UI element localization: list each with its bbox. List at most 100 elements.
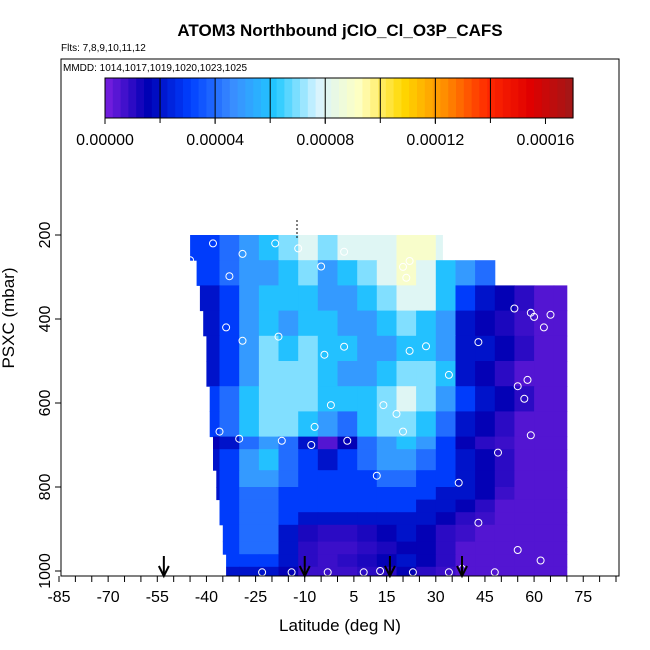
colorbar-segment	[120, 78, 129, 118]
heatmap-cell	[475, 436, 496, 450]
heatmap-cell	[278, 470, 299, 488]
colorbar-segment	[167, 78, 176, 118]
heatmap-cell	[396, 411, 417, 438]
heatmap-cell	[435, 411, 456, 438]
heatmap-cell	[239, 285, 260, 312]
heatmap-cell	[239, 335, 260, 362]
heatmap-cell	[376, 260, 397, 286]
heatmap-cell	[258, 335, 280, 362]
heatmap-cell	[206, 361, 220, 387]
heatmap-cell	[455, 386, 476, 412]
heatmap-cell	[278, 386, 299, 412]
colorbar-segment	[214, 78, 223, 118]
heatmap-cell	[514, 310, 535, 337]
heatmap-cell	[514, 436, 535, 450]
heatmap-cell	[357, 285, 378, 312]
heatmap-cell	[534, 411, 555, 438]
heatmap-cell	[357, 524, 378, 543]
heatmap-cell	[206, 335, 220, 362]
heatmap-cell	[534, 470, 555, 488]
heatmap-cell	[435, 436, 456, 450]
heatmap-cell	[298, 285, 319, 312]
heatmap-cell	[416, 487, 437, 501]
heatmap-cell	[239, 566, 260, 576]
heatmap-cell	[376, 310, 397, 337]
sample-point	[444, 240, 453, 249]
heatmap-cell	[494, 541, 515, 555]
heatmap-cell	[337, 524, 358, 543]
heatmap-cell	[239, 310, 260, 337]
heatmap-cell	[317, 512, 338, 526]
colorbar-segment	[346, 78, 356, 118]
heatmap-cell	[298, 541, 319, 555]
heatmap-cell	[435, 512, 456, 526]
x-axis-tick-label: 15	[378, 589, 396, 606]
heatmap-cell	[239, 487, 260, 501]
x-axis-tick-label: 75	[574, 589, 592, 606]
heatmap-cell	[278, 499, 299, 513]
sample-point	[320, 350, 329, 359]
heatmap-cell	[317, 411, 338, 438]
heatmap-cell	[534, 512, 555, 526]
heatmap-cell	[396, 512, 417, 526]
heatmap-cell	[514, 487, 535, 501]
heatmap-cell	[534, 386, 555, 412]
heatmap-cell	[553, 512, 568, 526]
colorbar-segment	[370, 78, 379, 118]
sample-point	[340, 342, 349, 351]
heatmap-cell	[534, 335, 555, 362]
heatmap-cell	[298, 554, 319, 568]
colorbar-segment	[479, 78, 488, 118]
heatmap-cell	[494, 487, 515, 501]
heatmap-cell	[396, 554, 417, 568]
x-axis-tick-label: -55	[146, 589, 169, 606]
colorbar-segment	[159, 78, 168, 118]
heatmap-cell	[435, 386, 456, 412]
colorbar-segment	[526, 78, 535, 118]
colorbar-segment	[541, 78, 551, 118]
colorbar-segment	[549, 78, 558, 118]
heatmap-cell	[337, 541, 358, 555]
heatmap-cell	[553, 541, 568, 555]
colorbar-segment	[144, 78, 153, 118]
heatmap-cell	[534, 499, 555, 513]
heatmap-cell	[219, 512, 240, 526]
heatmap-cell	[357, 335, 378, 362]
heatmap-cell	[435, 541, 456, 555]
heatmap-cell	[534, 524, 555, 543]
heatmap-cell	[317, 310, 338, 337]
x-axis: -85 -70 -55 -40 -25 -10 5 15 30 45 60 75	[47, 576, 617, 606]
heatmap-cell	[239, 411, 260, 438]
heatmap-cell	[258, 541, 280, 555]
heatmap-cell	[416, 310, 437, 337]
sample-point	[523, 375, 532, 384]
heatmap-cell	[396, 235, 417, 261]
sample-point	[444, 370, 453, 379]
heatmap-cell	[219, 449, 240, 471]
heatmap-cell	[278, 411, 299, 438]
heatmap-cell	[534, 566, 555, 576]
sample-point	[405, 346, 414, 355]
heatmap-cell	[435, 499, 456, 513]
heatmap-cell	[258, 487, 280, 501]
heatmap-cell	[278, 436, 299, 450]
colorbar-segment	[136, 78, 145, 118]
heatmap-cell	[317, 449, 338, 471]
heatmap-cell	[396, 524, 417, 543]
heatmap-cell	[337, 470, 358, 488]
heatmap-cell	[455, 285, 476, 312]
colorbar-segment	[206, 78, 215, 118]
heatmap-cell	[494, 310, 515, 337]
dates-note: MMDD: 1014,1017,1019,1020,1023,1025	[63, 63, 247, 74]
heatmap-cell	[258, 512, 280, 526]
heatmap-cell	[553, 386, 568, 412]
y-axis-tick-label: 800	[37, 474, 54, 501]
heatmap-cell	[553, 449, 568, 471]
colorbar-segment	[245, 78, 254, 118]
heatmap-cell	[337, 235, 358, 261]
heatmap-cell	[553, 470, 568, 488]
heatmap-cell	[475, 541, 496, 555]
sample-point	[539, 323, 548, 332]
heatmap-cell	[376, 470, 397, 488]
